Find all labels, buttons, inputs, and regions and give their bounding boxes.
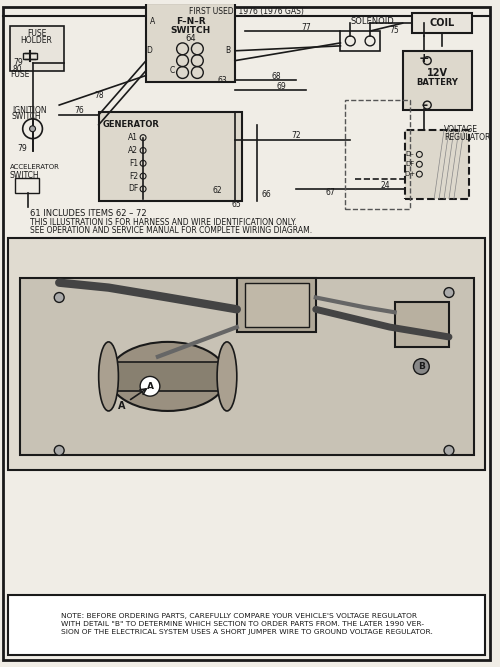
Text: IGNITION: IGNITION xyxy=(12,105,46,115)
Bar xyxy=(10,26,64,71)
Bar xyxy=(98,112,242,201)
Bar xyxy=(346,100,410,209)
Text: THIS ILLUSTRATION IS FOR HARNESS AND WIRE IDENTIFICATION ONLY.: THIS ILLUSTRATION IS FOR HARNESS AND WIR… xyxy=(30,218,296,227)
Text: C: C xyxy=(170,66,175,75)
Circle shape xyxy=(140,376,160,396)
Circle shape xyxy=(54,446,64,456)
Text: D: D xyxy=(146,46,152,55)
Text: SEE OPERATION AND SERVICE MANUAL FOR COMPLETE WIRING DIAGRAM.: SEE OPERATION AND SERVICE MANUAL FOR COM… xyxy=(30,226,312,235)
Text: B: B xyxy=(418,362,425,371)
Text: SWITCH: SWITCH xyxy=(170,25,210,35)
Text: 62: 62 xyxy=(212,186,222,195)
Text: D–: D– xyxy=(405,151,414,157)
Text: REGULATOR: REGULATOR xyxy=(444,133,490,142)
Text: FIRST USED: 1976 (1976 GAS): FIRST USED: 1976 (1976 GAS) xyxy=(189,7,304,16)
Text: A2: A2 xyxy=(128,146,138,155)
Text: –: – xyxy=(421,99,428,111)
Ellipse shape xyxy=(98,342,118,411)
Text: GENERATOR: GENERATOR xyxy=(103,120,160,129)
Text: DF: DF xyxy=(405,161,414,167)
Text: 63: 63 xyxy=(217,76,227,85)
Text: +: + xyxy=(419,52,430,65)
Text: 24: 24 xyxy=(380,181,390,191)
Text: A1: A1 xyxy=(128,133,138,142)
Text: COIL: COIL xyxy=(430,18,454,28)
Text: D+: D+ xyxy=(404,171,415,177)
Text: A: A xyxy=(146,382,154,391)
Text: 64: 64 xyxy=(185,35,196,43)
Text: NOTE: BEFORE ORDERING PARTS, CAREFULLY COMPARE YOUR VEHICLE'S VOLTAGE REGULATOR
: NOTE: BEFORE ORDERING PARTS, CAREFULLY C… xyxy=(61,613,432,635)
Text: 79: 79 xyxy=(13,58,22,67)
Text: 12V: 12V xyxy=(426,67,448,77)
Text: F1: F1 xyxy=(129,159,138,168)
Text: 61 INCLUDES ITEMS 62 – 72: 61 INCLUDES ITEMS 62 – 72 xyxy=(30,209,146,218)
Text: SWITCH: SWITCH xyxy=(12,113,42,121)
Circle shape xyxy=(54,293,64,302)
Text: 72: 72 xyxy=(291,131,301,140)
Circle shape xyxy=(444,287,454,297)
Text: A: A xyxy=(118,401,125,411)
Text: ACCELERATOR: ACCELERATOR xyxy=(10,164,59,170)
Text: FUSE: FUSE xyxy=(10,70,29,79)
Text: 65: 65 xyxy=(232,200,241,209)
Text: A: A xyxy=(150,17,156,26)
Text: 76: 76 xyxy=(74,107,84,115)
Ellipse shape xyxy=(217,342,237,411)
Text: B: B xyxy=(225,46,230,55)
Circle shape xyxy=(444,446,454,456)
Text: 68: 68 xyxy=(272,72,281,81)
Bar xyxy=(340,31,380,51)
Text: 69: 69 xyxy=(276,82,286,91)
Bar xyxy=(402,51,471,110)
Bar xyxy=(108,362,227,392)
Ellipse shape xyxy=(108,342,227,411)
Bar xyxy=(404,130,468,199)
Bar xyxy=(244,283,309,327)
Polygon shape xyxy=(20,277,473,456)
Text: F–N–R: F–N–R xyxy=(176,17,206,26)
Text: 66: 66 xyxy=(262,190,272,199)
Text: SWITCH: SWITCH xyxy=(10,171,40,179)
Text: VOLTAGE: VOLTAGE xyxy=(444,125,478,134)
Bar xyxy=(22,53,36,59)
Circle shape xyxy=(30,126,36,131)
Bar xyxy=(394,302,449,347)
Bar xyxy=(146,3,235,82)
Bar xyxy=(8,238,486,470)
Text: F2: F2 xyxy=(129,171,138,181)
Text: 80: 80 xyxy=(13,65,22,74)
Text: HOLDER: HOLDER xyxy=(20,37,52,45)
Bar xyxy=(15,178,40,193)
Bar xyxy=(237,277,316,332)
Text: 78: 78 xyxy=(94,91,104,99)
Text: 79: 79 xyxy=(17,144,26,153)
Text: 67: 67 xyxy=(326,188,336,197)
Bar xyxy=(412,13,472,33)
Text: BATTERY: BATTERY xyxy=(416,78,458,87)
Text: 75: 75 xyxy=(390,25,400,35)
Bar xyxy=(8,596,486,655)
Text: 77: 77 xyxy=(301,23,311,31)
Text: DF: DF xyxy=(128,185,138,193)
Text: SOLENOID: SOLENOID xyxy=(350,17,394,26)
Text: FUSE: FUSE xyxy=(27,29,46,37)
Circle shape xyxy=(414,359,429,374)
